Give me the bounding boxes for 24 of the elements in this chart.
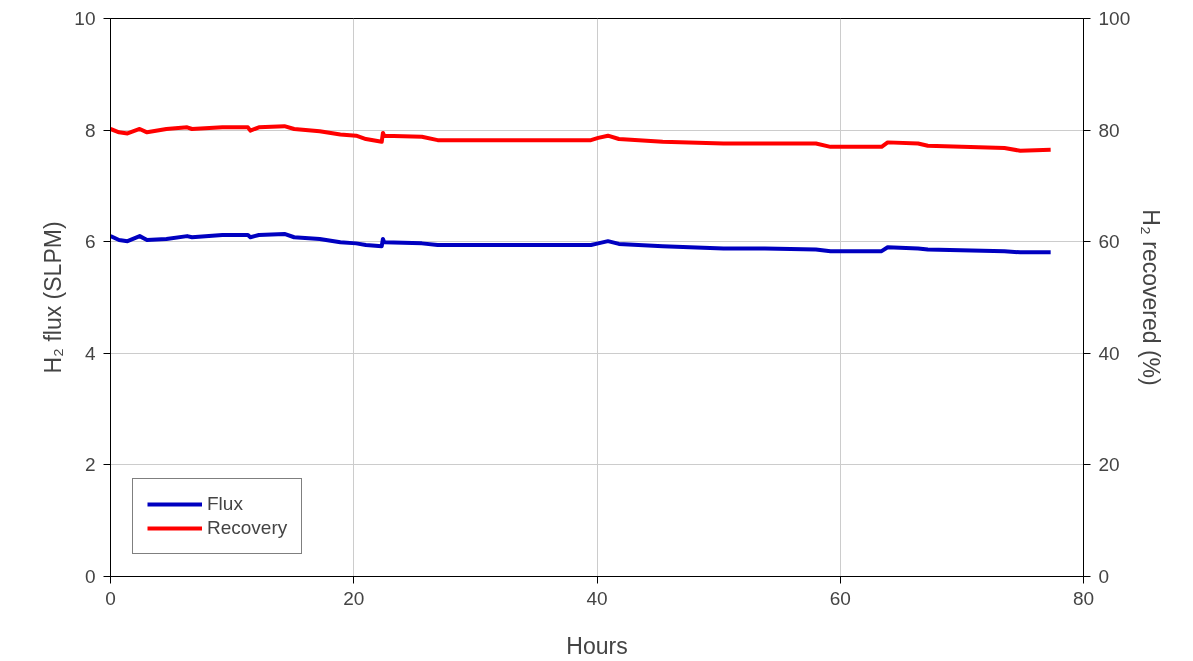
legend-label: Flux — [207, 493, 243, 515]
y-axis-title: H₂ flux (SLPM) — [40, 221, 67, 374]
x-tick-label: 20 — [343, 587, 365, 609]
y2-tick-label: 0 — [1098, 566, 1110, 587]
y-tick-label: 2 — [84, 454, 96, 476]
y2-axis-title: H₂ recovered (%) — [1138, 209, 1165, 386]
x-tick-label: 60 — [829, 587, 851, 609]
x-tick-label: 0 — [105, 587, 116, 609]
line-series — [110, 124, 1053, 153]
x-tick-label: 40 — [586, 587, 608, 609]
y-tick-label: 0 — [84, 566, 96, 587]
y2-tick-label: 100 — [1098, 8, 1131, 29]
y2-tick-label: 40 — [1098, 342, 1120, 364]
x-tick-label: 80 — [1072, 587, 1095, 609]
y-tick-label: 10 — [74, 8, 96, 29]
y2-tick-label: 60 — [1098, 231, 1120, 253]
line-series — [110, 231, 1053, 255]
y-tick-label: 6 — [84, 231, 96, 253]
y2-tick-label: 80 — [1098, 119, 1120, 141]
y-tick-label: 8 — [84, 119, 96, 141]
legend-label: Recovery — [207, 517, 288, 539]
x-axis-title: Hours — [566, 632, 628, 659]
y2-tick-label: 20 — [1098, 454, 1120, 476]
y-tick-label: 4 — [84, 342, 96, 364]
